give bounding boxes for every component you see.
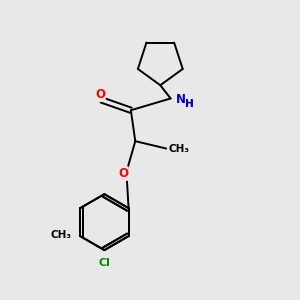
Text: Cl: Cl <box>98 258 110 268</box>
Text: N: N <box>176 93 186 106</box>
Text: CH₃: CH₃ <box>51 230 72 240</box>
Text: O: O <box>118 167 128 180</box>
Text: Cl: Cl <box>98 258 110 268</box>
Text: O: O <box>95 88 105 101</box>
Text: N: N <box>176 93 186 106</box>
Text: CH₃: CH₃ <box>169 143 190 154</box>
Text: CH₃: CH₃ <box>51 230 72 240</box>
Text: H: H <box>185 99 194 109</box>
Text: CH₃: CH₃ <box>169 143 190 154</box>
Text: H: H <box>185 99 194 109</box>
Text: O: O <box>118 167 128 180</box>
Text: O: O <box>95 88 105 101</box>
